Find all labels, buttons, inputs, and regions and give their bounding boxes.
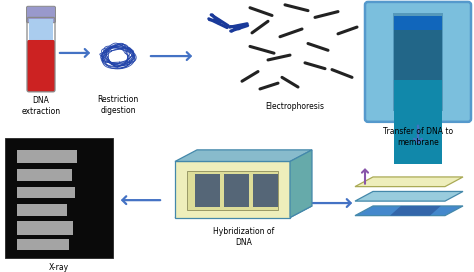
Bar xyxy=(17,204,67,216)
Bar xyxy=(393,13,443,111)
Text: Electrophoresis: Electrophoresis xyxy=(265,101,325,110)
Bar xyxy=(17,221,73,235)
Bar xyxy=(187,171,278,210)
Polygon shape xyxy=(290,150,312,218)
Bar xyxy=(17,239,69,251)
Polygon shape xyxy=(175,162,290,218)
Bar xyxy=(394,16,442,100)
Bar xyxy=(394,59,442,106)
Polygon shape xyxy=(355,177,463,187)
Text: DNA
extraction: DNA extraction xyxy=(21,96,61,116)
FancyBboxPatch shape xyxy=(29,19,53,42)
Bar xyxy=(17,150,77,163)
Bar xyxy=(17,169,72,181)
FancyBboxPatch shape xyxy=(27,40,55,92)
Text: Restriction
digestion: Restriction digestion xyxy=(97,95,138,115)
Bar xyxy=(394,40,442,87)
Polygon shape xyxy=(355,191,463,201)
Polygon shape xyxy=(175,206,312,218)
Polygon shape xyxy=(390,206,441,216)
Bar xyxy=(394,69,442,116)
Text: Transfer of DNA to
membrane: Transfer of DNA to membrane xyxy=(383,127,453,147)
FancyBboxPatch shape xyxy=(27,6,55,23)
Bar xyxy=(17,187,75,198)
Polygon shape xyxy=(355,206,463,216)
Bar xyxy=(394,30,442,85)
Bar xyxy=(394,49,442,97)
Bar xyxy=(195,174,220,207)
Bar xyxy=(394,80,442,164)
Text: Hybridization of
DNA: Hybridization of DNA xyxy=(213,227,274,247)
Bar xyxy=(5,138,113,258)
Polygon shape xyxy=(175,150,312,162)
Text: X-ray: X-ray xyxy=(49,263,69,272)
FancyBboxPatch shape xyxy=(365,2,471,122)
Bar xyxy=(224,174,249,207)
Bar xyxy=(253,174,278,207)
